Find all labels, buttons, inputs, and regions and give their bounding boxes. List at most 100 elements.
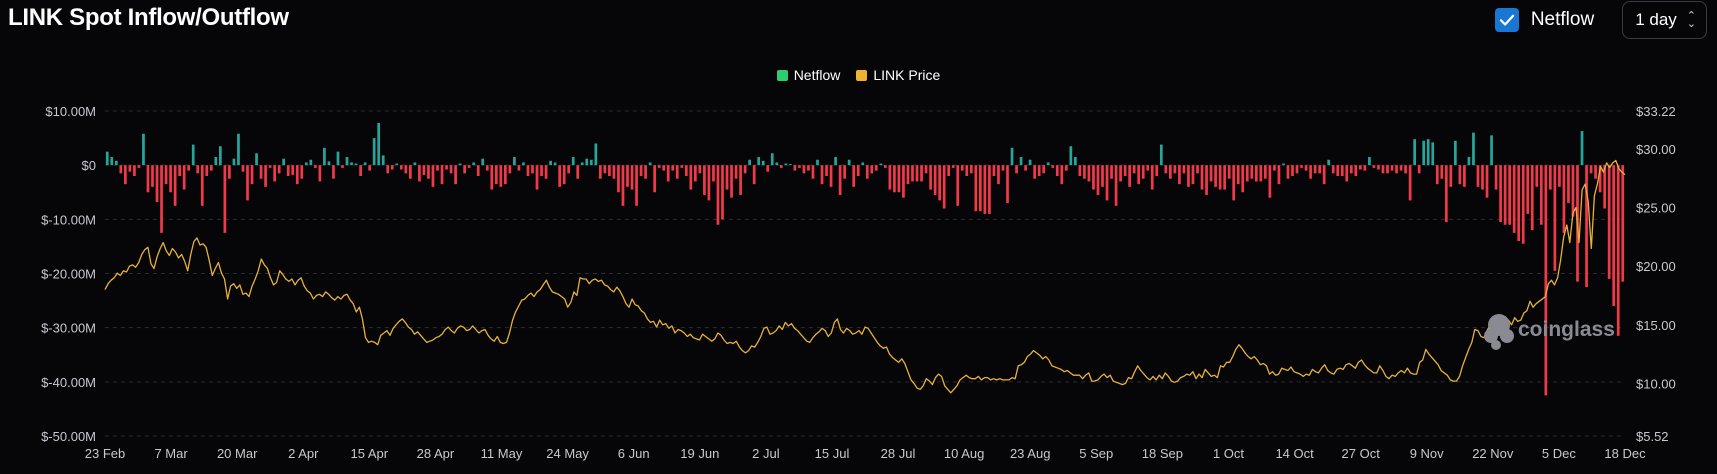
netflow-bar — [463, 165, 466, 174]
netflow-bar — [617, 165, 620, 193]
x-axis-tick-label: 5 Dec — [1542, 446, 1576, 461]
netflow-bar — [182, 165, 186, 190]
netflow-bar — [1431, 142, 1435, 166]
x-axis-tick-label: 23 Feb — [85, 446, 125, 461]
netflow-bar — [730, 165, 733, 198]
netflow-bar — [684, 165, 688, 176]
legend-item-link-price[interactable]: LINK Price — [856, 67, 940, 83]
netflow-bar — [255, 153, 258, 166]
netflow-bar — [1146, 165, 1150, 171]
netflow-bar — [467, 165, 471, 168]
netflow-bar — [1164, 165, 1168, 174]
netflow-checkbox[interactable] — [1494, 8, 1519, 32]
netflow-bar — [725, 165, 729, 190]
netflow-bar — [1458, 165, 1462, 185]
netflow-bar — [1101, 165, 1104, 187]
netflow-bar — [743, 165, 747, 174]
netflow-bar — [223, 165, 227, 233]
netflow-bar — [436, 165, 439, 171]
netflow-bar — [911, 165, 914, 182]
netflow-bar — [680, 165, 684, 168]
netflow-bar — [160, 165, 163, 233]
netflow-bar — [1159, 144, 1163, 166]
legend-item-netflow[interactable]: Netflow — [776, 67, 840, 83]
netflow-bar — [300, 165, 304, 179]
netflow-bar — [703, 165, 706, 195]
netflow-bar — [137, 165, 141, 168]
x-axis-tick-label: 6 Jun — [618, 446, 650, 461]
netflow-bar — [1268, 165, 1272, 198]
interval-value: 1 day — [1635, 10, 1677, 29]
netflow-bar — [1010, 147, 1014, 166]
netflow-bar — [675, 165, 679, 179]
legend-swatch-link-price — [856, 69, 868, 81]
netflow-bar — [576, 165, 580, 179]
netflow-bar — [513, 157, 516, 166]
interval-select[interactable]: 1 day ⌃ ⌄ — [1622, 1, 1707, 39]
netflow-bar — [1476, 165, 1480, 187]
netflow-bar — [309, 159, 313, 166]
netflow-bar — [1218, 165, 1222, 190]
netflow-bar — [232, 158, 236, 166]
netflow-bar — [671, 165, 675, 171]
netflow-bar — [1291, 165, 1294, 176]
netflow-bar — [169, 165, 172, 193]
netflow-bar — [1092, 165, 1095, 190]
netflow-bar — [196, 165, 200, 174]
chart-legend: Netflow LINK Price — [0, 67, 1717, 83]
netflow-bar — [1467, 157, 1471, 166]
netflow-bar — [1444, 165, 1448, 223]
netflow-bar — [1196, 165, 1199, 174]
netflow-bar — [449, 165, 453, 174]
netflow-bar — [1110, 165, 1113, 179]
netflow-bar — [897, 165, 901, 193]
netflow-bar — [273, 165, 276, 182]
netflow-bar — [1150, 165, 1154, 190]
left-axis-tick-label: $-10.00M — [41, 212, 96, 227]
chart-controls: Netflow 1 day ⌃ ⌄ — [1494, 0, 1707, 40]
right-axis-tick-label: $30.00 — [1636, 142, 1676, 157]
netflow-bar — [345, 157, 349, 166]
netflow-bar — [1001, 165, 1005, 171]
netflow-bar — [1359, 165, 1362, 170]
netflow-bar — [413, 162, 417, 166]
netflow-bar — [105, 151, 109, 166]
x-axis-tick-label: 28 Apr — [417, 446, 455, 461]
netflow-bar — [789, 164, 792, 166]
netflow-bar — [1539, 165, 1543, 225]
netflow-bar — [734, 165, 738, 179]
netflow-bar — [1322, 165, 1326, 185]
netflow-bar — [409, 165, 412, 179]
netflow-bar — [304, 162, 308, 166]
netflow-bar — [1345, 165, 1349, 182]
netflow-bar — [209, 165, 213, 171]
netflow-bar — [653, 165, 656, 193]
netflow-bar — [1069, 146, 1073, 166]
netflow-bar — [1336, 165, 1340, 176]
netflow-bar — [314, 165, 317, 168]
netflow-bar — [644, 165, 647, 179]
netflow-bar — [481, 158, 485, 166]
netflow-bar — [485, 165, 489, 171]
netflow-bar — [1526, 165, 1530, 214]
checkmark-icon — [1499, 14, 1514, 26]
netflow-bar — [694, 165, 697, 182]
netflow-bar — [870, 165, 874, 174]
netflow-bar — [1544, 165, 1548, 396]
netflow-bar — [1454, 140, 1457, 166]
netflow-bar — [793, 165, 797, 171]
netflow-bar — [178, 165, 181, 176]
netflow-bar — [558, 165, 561, 187]
netflow-bar — [621, 165, 625, 206]
netflow-bar — [499, 165, 503, 187]
netflow-bar — [816, 159, 819, 166]
netflow-bar — [1245, 165, 1249, 182]
netflow-bar — [386, 165, 390, 174]
netflow-bar — [1408, 165, 1412, 201]
right-axis-labels: $33.22 $30.00 $25.00 $20.00 $15.00 $10.00 $5.5… — [1636, 104, 1676, 444]
netflow-bar — [599, 165, 602, 179]
netflow-bar — [295, 165, 299, 185]
netflow-bar — [1015, 165, 1018, 174]
netflow-bar — [458, 163, 462, 166]
netflow-bar — [277, 165, 281, 174]
